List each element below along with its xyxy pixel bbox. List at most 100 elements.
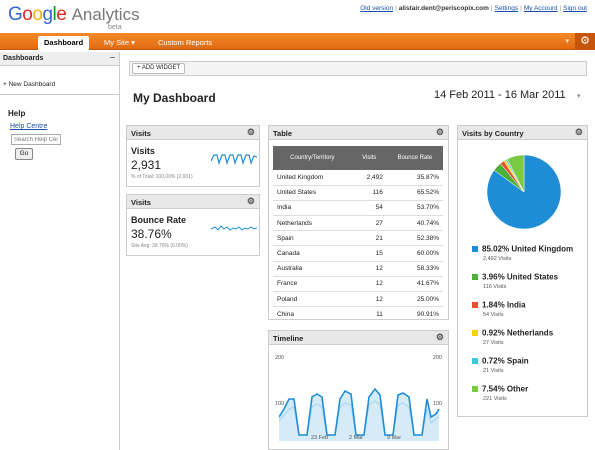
help-centre-link[interactable]: Help Centre [10, 123, 48, 130]
collapse-icon[interactable]: – [109, 52, 115, 62]
legend-label: 7.54% Other [482, 384, 529, 394]
legend-swatch [472, 385, 478, 392]
tab-my-site[interactable]: My Site ▾ [98, 36, 141, 50]
table-cell: 41.67% [386, 276, 443, 293]
table-row: Canada 15 60.00% [273, 245, 443, 262]
table-cell: 116 [351, 185, 387, 201]
table-row: Spain 21 52.38% [273, 230, 443, 247]
logo-google: Google [8, 4, 67, 25]
tab-custom-reports[interactable]: Custom Reports [158, 38, 213, 47]
metric-name: Visits [131, 146, 155, 156]
legend-item: 0.92% Netherlands 27 Visits [472, 328, 554, 346]
table-cell: 35.87% [386, 170, 443, 186]
column-header[interactable]: Country/Territory [273, 146, 352, 170]
table-cell: 60.00% [386, 245, 443, 262]
widget-header: Visits ⚙ [127, 126, 259, 140]
help-search-input[interactable] [11, 134, 61, 145]
tab-my-site-label: My Site [104, 38, 130, 47]
metric-value: 2,931 [131, 158, 162, 172]
gear-icon[interactable]: ⚙ [575, 33, 595, 50]
table-cell: Poland [273, 291, 352, 308]
legend-item: 3.96% United States 116 Visits [472, 272, 559, 290]
table-cell: United States [273, 185, 352, 201]
table-cell: 12 [351, 276, 387, 293]
column-header[interactable]: Bounce Rate [386, 146, 443, 170]
widget-title: Table [273, 129, 293, 138]
column-header[interactable]: Visits [351, 146, 387, 170]
date-dropdown-icon[interactable]: ▾ [577, 93, 581, 100]
sidebar: Dashboards – + New Dashboard Help Help Ce… [0, 52, 120, 450]
tab-dashboard[interactable]: Dashboard [38, 36, 90, 50]
metric-value: 38.76% [131, 227, 172, 241]
table-row: Australia 12 58.33% [273, 261, 443, 277]
widget-header: Visits by Country ⚙ [458, 126, 587, 140]
google-analytics-logo: Google Analytics beta [8, 4, 140, 32]
bounce-rate-widget: Visits ⚙ Bounce Rate 38.76% Site Avg: 38.… [126, 194, 260, 256]
chevron-down-icon: ▾ [131, 38, 135, 47]
my-account-link[interactable]: My Account [523, 5, 558, 12]
timeline-chart [279, 387, 440, 441]
table-cell: 40.74% [386, 215, 443, 232]
visits-by-country-widget: Visits by Country ⚙ 85.02% United Kingdom… [457, 125, 588, 417]
table-row: Netherlands 27 40.74% [273, 215, 443, 232]
legend-label: 3.96% United States [482, 272, 559, 282]
table-cell: China [273, 306, 352, 319]
legend-label: 85.02% United Kingdom [482, 244, 574, 254]
table-cell: 65.52% [386, 185, 443, 201]
new-dashboard-link[interactable]: + New Dashboard [3, 81, 56, 88]
logo-beta: beta [108, 24, 122, 31]
table-row: Poland 12 25.00% [273, 291, 443, 308]
table-cell: 12 [351, 291, 387, 308]
legend-label: 0.92% Netherlands [482, 328, 554, 338]
old-version-link[interactable]: Old version [360, 5, 394, 12]
legend-item: 85.02% United Kingdom 2,492 Visits [472, 244, 574, 262]
legend-swatch [472, 329, 478, 336]
legend-sub: 2,492 Visits [483, 256, 512, 262]
date-range-picker[interactable]: 14 Feb 2011 - 16 Mar 2011 [434, 89, 566, 101]
widget-title: Timeline [273, 334, 304, 343]
top-links: Old version | alistair.dent@periscopix.com… [360, 5, 587, 12]
help-title: Help [8, 109, 26, 118]
widget-title: Visits by Country [462, 129, 524, 138]
table-cell: 58.33% [386, 261, 443, 277]
table-row: France 12 41.67% [273, 276, 443, 293]
legend-swatch [472, 273, 478, 280]
sidebar-header: Dashboards – [0, 52, 119, 66]
x-axis-label: 9 Mar [387, 435, 402, 441]
legend-item: 7.54% Other 221 Visits [472, 384, 529, 402]
table-cell: 25.00% [386, 291, 443, 308]
legend-label: 0.72% Spain [482, 356, 529, 366]
metric-name: Bounce Rate [131, 215, 187, 225]
table-cell: 2,492 [351, 170, 387, 186]
page-title: My Dashboard [133, 91, 216, 105]
legend-sub: 54 Visits [483, 312, 504, 318]
legend-item: 1.84% India 54 Visits [472, 300, 526, 318]
add-widget-button[interactable]: + ADD WIDGET [132, 63, 186, 74]
table-cell: 15 [351, 245, 387, 262]
go-button[interactable]: Go [15, 148, 33, 160]
table-cell: 27 [351, 215, 387, 232]
table-row: United States 116 65.52% [273, 185, 443, 201]
gear-icon[interactable]: ⚙ [246, 196, 255, 206]
widget-header: Visits ⚙ [127, 195, 259, 209]
sparkline [211, 154, 257, 166]
x-axis-label: 2 Mar [349, 435, 364, 441]
table-cell: 52.38% [386, 230, 443, 247]
table-widget: Table ⚙ Country/Territory Visits Bounce R… [268, 125, 449, 320]
gear-icon[interactable]: ⚙ [574, 127, 583, 137]
legend-label: 1.84% India [482, 300, 526, 310]
nav-dropdown-icon[interactable]: ▾ [565, 38, 569, 45]
sidebar-divider [0, 94, 119, 95]
sign-out-link[interactable]: Sign out [563, 5, 587, 12]
table-row: India 54 53.70% [273, 200, 443, 217]
y-axis-label: 100 [275, 401, 285, 407]
table-cell: 90.91% [386, 306, 443, 319]
gear-icon[interactable]: ⚙ [435, 332, 444, 342]
legend-sub: 221 Visits [483, 396, 507, 402]
y-axis-label: 200 [275, 355, 285, 361]
table-cell: India [273, 200, 352, 217]
gear-icon[interactable]: ⚙ [435, 127, 444, 137]
settings-link[interactable]: Settings [494, 5, 519, 12]
gear-icon[interactable]: ⚙ [246, 127, 255, 137]
table-cell: Australia [273, 261, 352, 277]
